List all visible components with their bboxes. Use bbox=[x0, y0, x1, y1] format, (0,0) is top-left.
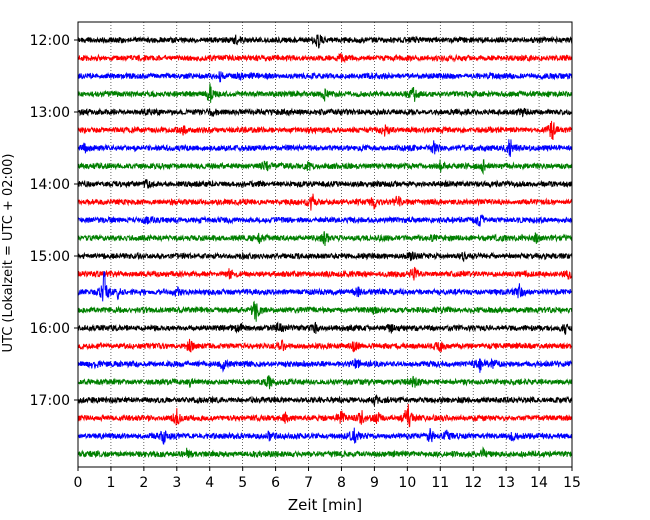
x-tick-label: 1 bbox=[106, 475, 115, 491]
x-tick-label: 12 bbox=[464, 475, 482, 491]
y-tick-label: 14:00 bbox=[30, 177, 70, 193]
x-axis-label: Zeit [min] bbox=[288, 496, 362, 514]
trace-line-8 bbox=[77, 179, 573, 189]
y-axis-ticks: 12:00 13:00 14:00 15:00 16:00 17:00 bbox=[30, 33, 78, 409]
plot-frame bbox=[77, 21, 573, 468]
trace-line-17 bbox=[77, 338, 573, 353]
trace-line-6 bbox=[77, 139, 573, 157]
y-tick-label: 16:00 bbox=[30, 321, 70, 337]
x-tick-label: 4 bbox=[205, 475, 214, 491]
trace-line-23 bbox=[77, 446, 573, 459]
y-tick-label: 12:00 bbox=[30, 33, 70, 49]
x-tick-label: 2 bbox=[139, 475, 148, 491]
x-tick-label: 13 bbox=[497, 475, 515, 491]
vertical-gridlines bbox=[110, 22, 540, 467]
trace-line-7 bbox=[77, 159, 573, 176]
trace-line-9 bbox=[77, 193, 573, 211]
x-tick-label: 3 bbox=[172, 475, 181, 491]
y-tick-label: 17:00 bbox=[30, 393, 70, 409]
x-axis-ticks: 0 1 2 3 4 5 6 7 8 9 10 11 12 13 14 15 bbox=[74, 467, 581, 491]
x-tick-label: 11 bbox=[431, 475, 449, 491]
x-tick-label: 7 bbox=[304, 475, 313, 491]
trace-line-11 bbox=[77, 231, 573, 247]
trace-line-4 bbox=[77, 107, 573, 118]
x-tick-label: 10 bbox=[398, 475, 416, 491]
x-tick-label: 5 bbox=[238, 475, 247, 491]
trace-line-12 bbox=[77, 250, 573, 263]
x-tick-label: 15 bbox=[563, 475, 581, 491]
trace-line-10 bbox=[77, 214, 573, 227]
trace-line-19 bbox=[77, 375, 573, 390]
y-tick-label: 13:00 bbox=[30, 105, 70, 121]
trace-lines bbox=[77, 34, 573, 459]
trace-line-16 bbox=[77, 321, 573, 336]
trace-line-21 bbox=[77, 403, 573, 428]
trace-line-5 bbox=[77, 120, 573, 140]
trace-line-20 bbox=[77, 394, 573, 408]
trace-line-18 bbox=[77, 357, 573, 373]
trace-line-14 bbox=[77, 271, 573, 302]
trace-line-22 bbox=[77, 427, 573, 445]
x-tick-label: 0 bbox=[74, 475, 83, 491]
x-tick-label: 9 bbox=[370, 475, 379, 491]
y-axis-label: UTC (Lokalzeit = UTC + 02:00) bbox=[1, 154, 16, 353]
trace-line-1 bbox=[77, 52, 573, 64]
trace-line-13 bbox=[77, 266, 573, 281]
x-tick-label: 6 bbox=[271, 475, 280, 491]
trace-line-2 bbox=[77, 71, 573, 83]
trace-line-0 bbox=[77, 34, 573, 49]
trace-line-3 bbox=[77, 83, 573, 103]
x-tick-label: 8 bbox=[337, 475, 346, 491]
x-tick-label: 14 bbox=[530, 475, 548, 491]
trace-line-15 bbox=[77, 300, 573, 322]
y-tick-label: 15:00 bbox=[30, 249, 70, 265]
